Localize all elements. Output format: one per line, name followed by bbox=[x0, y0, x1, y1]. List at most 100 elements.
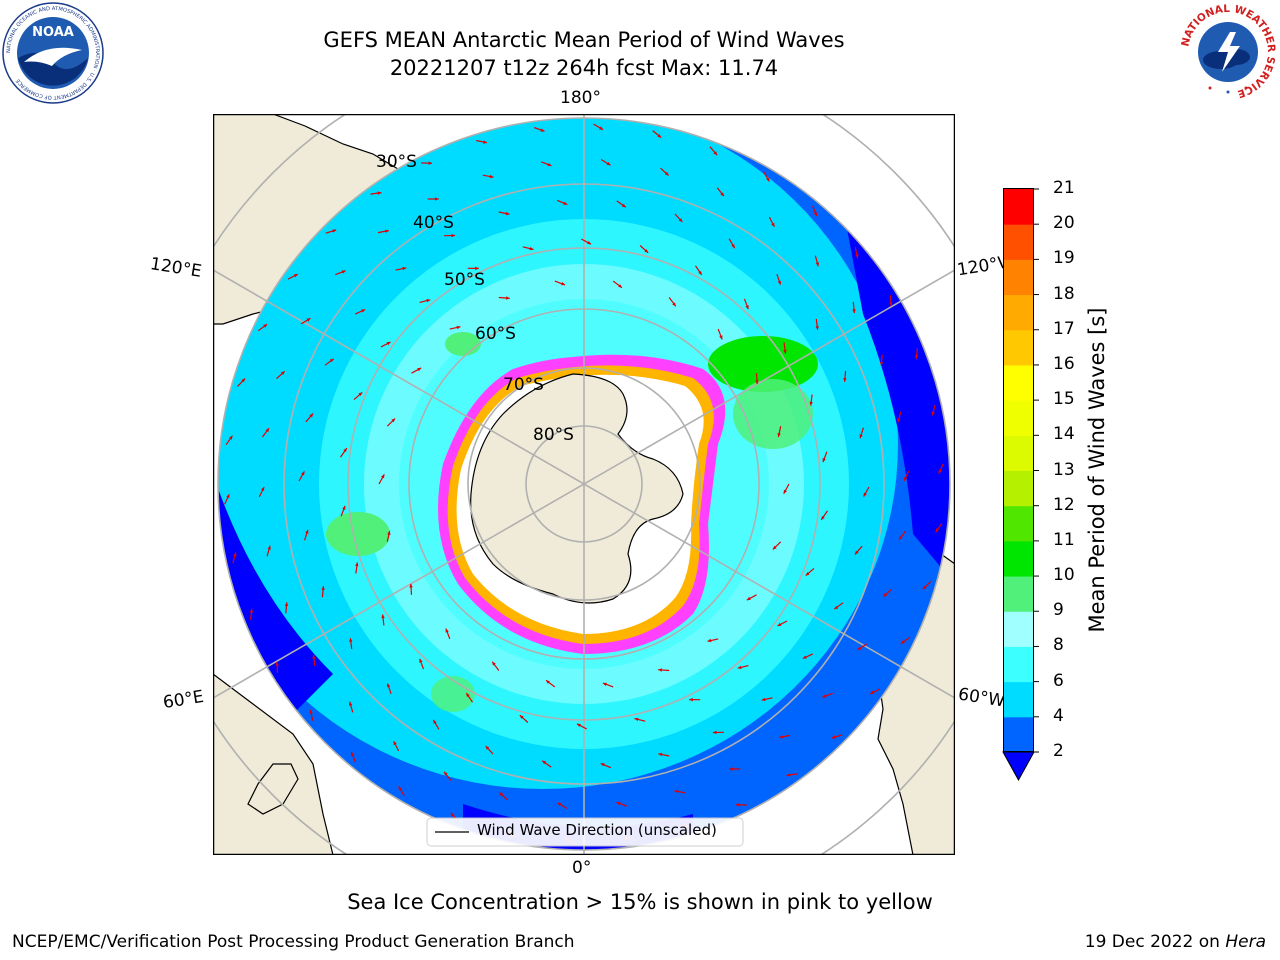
wind-wave-arrow-head bbox=[834, 605, 839, 610]
colorbar-segment bbox=[1003, 505, 1034, 542]
lon-label-60e: 60°E bbox=[161, 686, 206, 714]
wind-wave-arrow-head bbox=[492, 661, 496, 666]
map-subtitle-forecast: 20221207 t12z 264h fcst Max: 11.74 bbox=[389, 56, 779, 80]
colorbar-tick-label: 16 bbox=[1053, 353, 1075, 374]
wind-wave-arrow-head bbox=[329, 358, 334, 363]
wind-wave-arrow-head bbox=[822, 458, 826, 463]
wind-wave-arrow-head bbox=[377, 191, 382, 195]
wind-wave-arrow-head bbox=[821, 516, 825, 520]
wind-wave-arrow-head bbox=[475, 266, 479, 271]
wind-wave-arrow-head bbox=[280, 371, 285, 375]
footer-date-text: 19 Dec 2022 on bbox=[1084, 932, 1220, 952]
wind-wave-arrow-head bbox=[779, 735, 783, 739]
wind-wave-arrow-head bbox=[444, 771, 448, 776]
wind-wave-arrow-head bbox=[355, 562, 359, 567]
wind-wave-arrow-head bbox=[563, 201, 568, 205]
wind-wave-arrow-head bbox=[483, 140, 487, 144]
wind-wave-arrow-head bbox=[386, 342, 391, 346]
colorbar-segment bbox=[1003, 470, 1034, 507]
wind-wave-arrow-head bbox=[735, 803, 740, 807]
wind-wave-arrow-head bbox=[731, 244, 735, 249]
footer-machine: Hera bbox=[1225, 932, 1266, 952]
wind-wave-arrow-head bbox=[863, 492, 867, 497]
wind-wave-arrow-head bbox=[746, 596, 751, 601]
wind-wave-arrow-head bbox=[600, 763, 605, 767]
legend-box bbox=[426, 817, 744, 847]
wind-wave-arrow-head bbox=[938, 469, 942, 474]
wind-wave-arrow-head bbox=[854, 550, 859, 555]
wind-wave-arrow-head bbox=[433, 719, 437, 724]
wind-wave-arrow-head bbox=[777, 433, 781, 437]
wind-wave-arrow-head bbox=[456, 325, 461, 330]
wind-wave-arrow-head bbox=[229, 435, 233, 440]
wind-wave-arrow-head bbox=[419, 658, 423, 663]
wind-wave-arrow-head bbox=[777, 280, 781, 285]
colorbar-tick-label: 17 bbox=[1053, 318, 1075, 339]
wind-wave-arrow-head bbox=[766, 177, 770, 182]
wind-wave-arrow-head bbox=[450, 812, 455, 817]
colorbar-tick-label: 8 bbox=[1053, 635, 1064, 656]
wind-wave-arrow-head bbox=[664, 171, 669, 176]
lon-label-60w: 60°W bbox=[956, 684, 1007, 712]
wind-wave-arrow-head bbox=[542, 760, 547, 765]
colorbar-tick-label: 11 bbox=[1053, 529, 1075, 550]
wind-wave-arrow-head bbox=[387, 531, 391, 535]
colorbar-tick-label: 14 bbox=[1053, 424, 1075, 445]
wind-wave-arrow-head bbox=[618, 284, 622, 288]
wind-wave-arrow-head bbox=[855, 254, 859, 259]
wind-wave-arrow-head bbox=[658, 752, 663, 757]
wind-wave-arrow-head bbox=[745, 305, 749, 310]
wind-wave-arrow-head bbox=[398, 786, 402, 791]
wind-wave-arrow-head bbox=[351, 751, 355, 756]
wind-wave-arrow-head bbox=[859, 434, 863, 439]
wind-wave-arrow-head bbox=[342, 505, 346, 510]
wind-wave-arrow-head bbox=[719, 335, 723, 340]
wind-wave-arrow-head bbox=[822, 694, 827, 698]
wind-wave-arrow-head bbox=[931, 411, 935, 416]
wind-wave-arrow-head bbox=[903, 477, 907, 481]
wind-wave-arrow-head bbox=[409, 583, 413, 588]
colorbar-tick-label: 19 bbox=[1053, 248, 1075, 269]
lat-label-60s: 60°S bbox=[475, 324, 516, 344]
wind-wave-arrow-head bbox=[720, 192, 724, 197]
nws-logo: NATIONAL WEATHER SERVICE bbox=[1179, 3, 1277, 100]
wind-wave-arrow-head bbox=[321, 586, 325, 590]
colorbar-tick-label: 15 bbox=[1053, 389, 1075, 410]
colorbar-segment bbox=[1003, 259, 1034, 296]
colorbar-segment bbox=[1003, 189, 1034, 225]
wind-wave-arrow-head bbox=[358, 392, 363, 396]
wind-wave-arrow-head bbox=[914, 355, 919, 360]
colorbar-tick-label: 10 bbox=[1053, 565, 1075, 586]
wind-wave-arrow-head bbox=[678, 218, 683, 222]
wind-wave-arrow-head bbox=[889, 302, 893, 307]
wind-wave-arrow-head bbox=[261, 487, 265, 491]
wind-wave-arrow-head bbox=[233, 552, 237, 557]
wind-wave-arrow-head bbox=[226, 494, 230, 499]
wind-wave-arrow-head bbox=[712, 730, 717, 735]
lon-label-120e: 120°E bbox=[148, 254, 203, 282]
wind-wave-arrow-head bbox=[241, 378, 246, 383]
wind-wave-arrow-head bbox=[499, 792, 504, 797]
wind-wave-arrow-head bbox=[698, 271, 702, 275]
noaa-logo: NATIONAL OCEANIC AND ATMOSPHERIC ADMINIS… bbox=[2, 2, 104, 104]
wind-wave-arrow-head bbox=[267, 545, 271, 550]
wind-wave-arrow-head bbox=[883, 593, 888, 597]
colorbar-segment bbox=[1003, 681, 1034, 718]
wind-wave-arrow-head bbox=[729, 767, 733, 771]
colorbar-tick-label: 6 bbox=[1053, 670, 1064, 691]
wind-wave-arrow-head bbox=[771, 222, 775, 227]
wind-wave-arrow-head bbox=[707, 638, 712, 643]
map-title: GEFS MEAN Antarctic Mean Period of Wind … bbox=[323, 28, 845, 52]
wind-wave-arrow-head bbox=[783, 489, 787, 494]
wind-wave-arrow-head bbox=[349, 638, 353, 642]
lat-label-40s: 40°S bbox=[413, 213, 454, 233]
wind-wave-arrow-head bbox=[547, 162, 552, 167]
colorbar-segment bbox=[1003, 294, 1034, 331]
polar-stereo-map bbox=[213, 114, 955, 855]
wind-wave-arrow-head bbox=[312, 654, 316, 659]
wind-wave-arrow-head bbox=[557, 802, 562, 807]
noaa-logo-text: NOAA bbox=[32, 25, 74, 40]
wind-wave-arrow-head bbox=[332, 229, 337, 233]
wind-wave-arrow-head bbox=[897, 418, 901, 423]
wind-wave-arrow-head bbox=[755, 380, 759, 385]
